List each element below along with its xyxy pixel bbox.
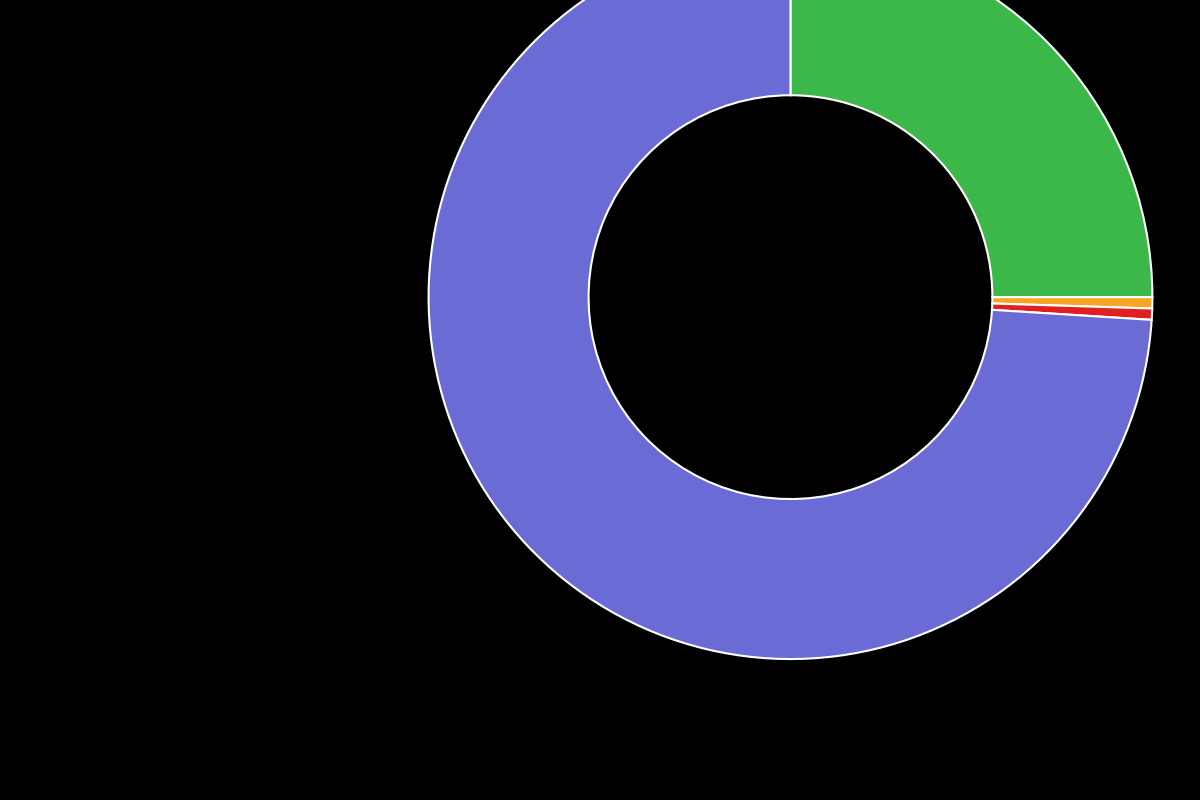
Wedge shape bbox=[992, 303, 1152, 320]
Wedge shape bbox=[992, 297, 1152, 309]
Wedge shape bbox=[428, 0, 1152, 659]
Wedge shape bbox=[791, 0, 1152, 297]
